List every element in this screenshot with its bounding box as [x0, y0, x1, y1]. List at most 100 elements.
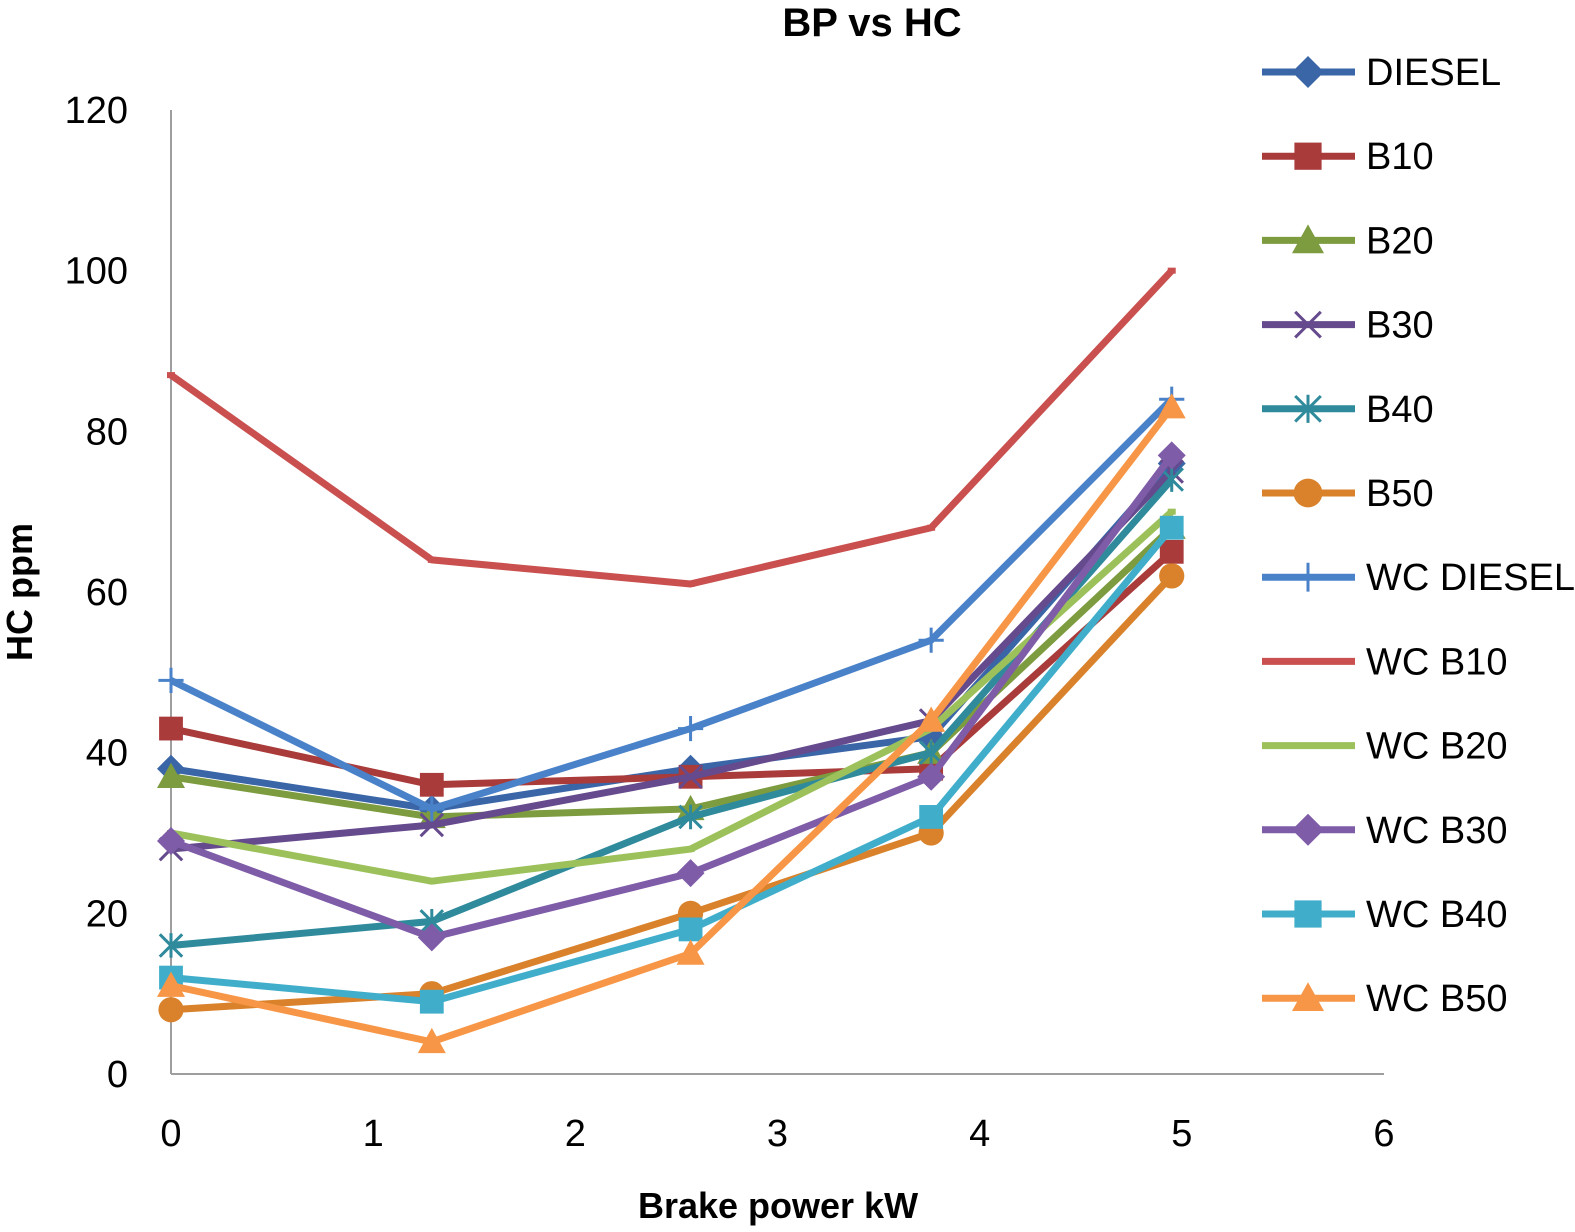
y-axis-title: HC ppm: [0, 523, 40, 661]
data-point: [917, 706, 946, 732]
legend-marker: [1292, 982, 1324, 1011]
legend-item: B50: [1262, 473, 1434, 515]
legend-marker: [1293, 562, 1323, 592]
series-wc-diesel: [158, 386, 1185, 822]
legend-item: B20: [1262, 220, 1434, 262]
legend-marker: [1292, 224, 1324, 254]
data-point: [686, 846, 695, 853]
legend-label: WC B30: [1366, 810, 1507, 852]
data-point: [677, 715, 704, 742]
legend-label: WC B20: [1366, 726, 1507, 768]
y-tick-label: 100: [65, 251, 128, 293]
legend-label: WC DIESEL: [1366, 557, 1575, 599]
y-tick-label: 20: [86, 893, 128, 935]
series-line: [169, 453, 1175, 941]
legend-label: B20: [1366, 220, 1434, 262]
data-point: [158, 667, 184, 693]
x-tick-label: 2: [565, 1113, 586, 1155]
data-point: [158, 997, 184, 1023]
data-point: [1167, 267, 1176, 274]
legend-label: WC B40: [1366, 894, 1507, 936]
y-tick-label: 60: [86, 572, 128, 614]
legend-marker: [1294, 394, 1322, 423]
legend-marker: [1294, 142, 1322, 170]
plot-area: [157, 267, 1186, 1054]
data-point: [419, 989, 444, 1014]
data-point: [427, 878, 436, 885]
legend-marker: [1292, 56, 1324, 88]
legend-marker: [1294, 310, 1322, 339]
data-point: [167, 372, 175, 379]
x-tick-label: 1: [363, 1113, 384, 1155]
data-point: [1159, 563, 1185, 589]
data-point: [419, 796, 445, 822]
legend-label: B10: [1366, 136, 1434, 178]
legend-item: WC B30: [1262, 810, 1507, 852]
legend-item: B40: [1262, 389, 1434, 431]
series-b40: [158, 467, 1184, 958]
data-point: [927, 524, 936, 531]
y-tick-label: 40: [86, 733, 128, 775]
legend-item: WC B20: [1262, 726, 1507, 768]
legend-item: WC B10: [1262, 641, 1507, 683]
series-wc-b30: [157, 441, 1186, 952]
data-point: [1167, 508, 1176, 515]
legend-label: WC B10: [1366, 641, 1507, 683]
legend-label: B30: [1366, 305, 1434, 347]
data-point: [1157, 393, 1186, 419]
x-tick-label: 6: [1373, 1113, 1394, 1155]
series-wc-b50: [157, 393, 1186, 1054]
data-point: [1157, 441, 1186, 470]
data-point: [158, 933, 184, 958]
y-tick-label: 0: [107, 1054, 128, 1096]
data-point: [919, 805, 944, 829]
legend-label: WC B50: [1366, 978, 1507, 1020]
data-point: [678, 917, 703, 942]
x-tick-label: 4: [969, 1113, 990, 1155]
x-tick-labels: 0 1 2 3 4 5 6: [160, 1113, 1394, 1155]
data-point: [917, 762, 946, 791]
legend-label: B40: [1366, 389, 1434, 431]
data-point: [918, 740, 944, 765]
series-line: [170, 405, 1175, 1046]
legend-marker: [1292, 813, 1324, 846]
data-point: [159, 716, 183, 741]
legend-item: WC DIESEL: [1262, 557, 1575, 599]
legend-item: B30: [1262, 305, 1434, 347]
y-tick-labels: 0 20 40 60 80 100 120: [65, 90, 128, 1096]
data-point: [157, 971, 185, 997]
series-line: [168, 268, 1175, 588]
legend-item: WC B40: [1262, 894, 1507, 936]
x-tick-label: 3: [767, 1113, 788, 1155]
x-tick-label: 0: [160, 1113, 181, 1155]
data-point: [676, 939, 705, 965]
data-point: [417, 923, 446, 952]
x-axis-title: Brake power kW: [638, 1185, 918, 1226]
axes: [170, 110, 1384, 1075]
series-b10: [159, 539, 1184, 797]
legend-item: WC B50: [1262, 978, 1507, 1020]
data-point: [157, 762, 185, 788]
data-point: [676, 859, 705, 888]
series-wc-b10: [167, 267, 1176, 588]
data-point: [918, 627, 944, 653]
data-point: [686, 580, 695, 587]
data-point: [427, 556, 436, 563]
legend-label: B50: [1366, 473, 1434, 515]
legend-marker: [1294, 900, 1322, 928]
legend-item: DIESEL: [1262, 52, 1501, 94]
data-point: [417, 1027, 446, 1054]
y-tick-label: 120: [65, 90, 128, 132]
legend-label: DIESEL: [1366, 52, 1501, 94]
data-point: [419, 772, 444, 797]
y-tick-label: 80: [86, 411, 128, 453]
data-point: [678, 804, 703, 830]
legend-item: B10: [1262, 136, 1434, 178]
data-point: [1159, 515, 1184, 540]
legend: DIESEL B10 B20 B30 B40 B50 WC DIESEL WC B10 WC B…: [1262, 52, 1575, 1020]
x-tick-label: 5: [1171, 1113, 1192, 1155]
legend-marker: [1293, 478, 1323, 508]
data-point: [1159, 467, 1184, 492]
data-point: [1159, 539, 1184, 564]
